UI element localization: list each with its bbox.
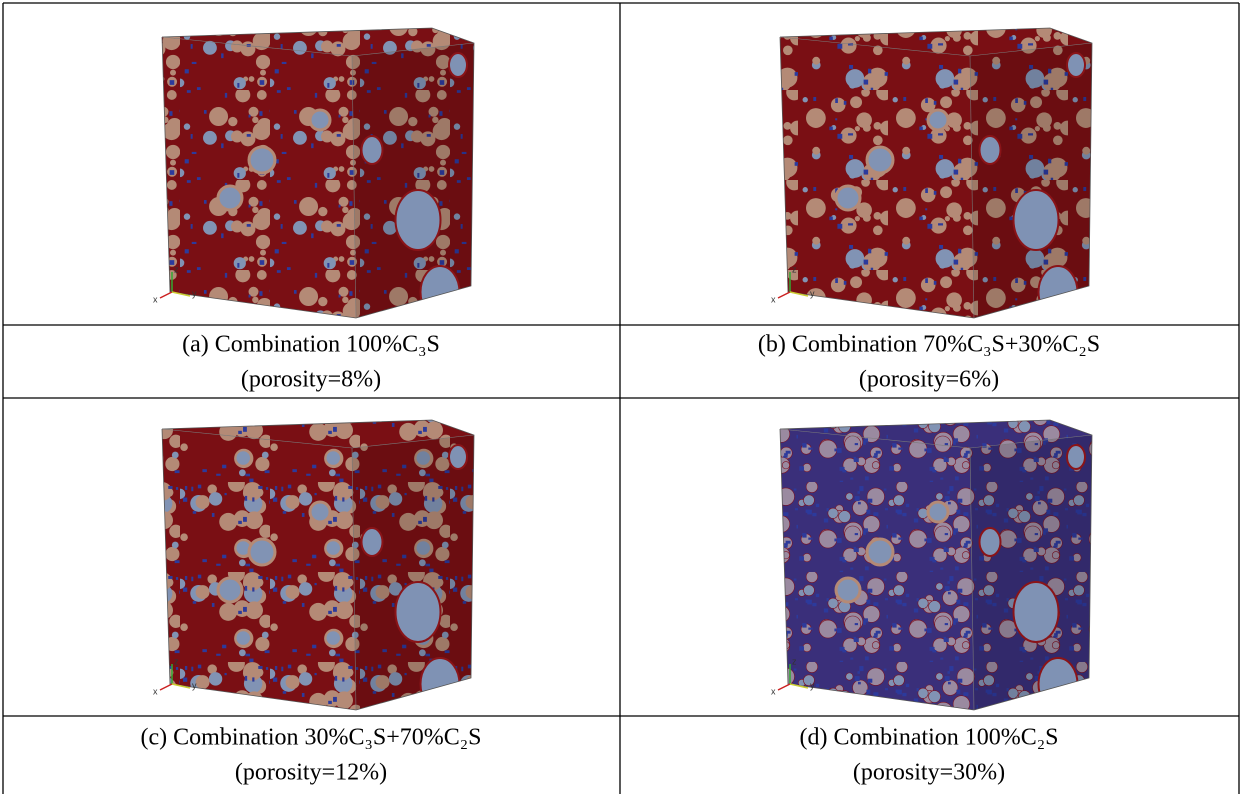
particle (867, 147, 893, 173)
particle (980, 528, 1001, 556)
particle (1067, 445, 1085, 469)
caption-porosity: (porosity=12%) (235, 760, 387, 786)
figure-table: z x y z x y z x y z x y (a) Combination 100%C₃S (po… (0, 0, 1245, 794)
axis-label: x (153, 294, 158, 304)
particle (1039, 658, 1078, 710)
particle (449, 445, 467, 469)
cube-image: z x y (153, 420, 474, 710)
particle (928, 502, 948, 522)
cube-front (780, 37, 974, 318)
particle (249, 147, 275, 173)
particle (980, 136, 1001, 164)
axis-label: z (174, 264, 179, 274)
particle (867, 539, 893, 565)
particle (1014, 190, 1059, 250)
particle (421, 658, 460, 710)
cube-image: z x y (153, 28, 474, 318)
caption: (c) Combination 30%C₃S+70%C₂S (141, 725, 482, 751)
axis-label: z (792, 264, 797, 274)
particle (362, 136, 383, 164)
axis-label: y (810, 288, 815, 298)
axis-label: x (771, 294, 776, 304)
cube-image: z x y (771, 420, 1092, 710)
particle (836, 186, 860, 210)
cube-front (780, 429, 974, 710)
particle (449, 53, 467, 77)
particle (310, 502, 330, 522)
caption: (d) Combination 100%C₂S (799, 725, 1058, 751)
particle (421, 266, 460, 318)
particle (836, 578, 860, 602)
axis-label: y (810, 680, 815, 690)
axis-x (160, 292, 172, 298)
caption: (a) Combination 100%C₃S (182, 332, 440, 358)
axis-label: y (192, 680, 197, 690)
particle (310, 110, 330, 130)
page: {"figure": { "axis_labels": ["z", "x", "… (0, 0, 1245, 794)
cube-image: z x y (771, 28, 1092, 318)
axis-label: z (792, 656, 797, 666)
particle (1014, 582, 1059, 642)
axis-x (160, 684, 172, 690)
particle (396, 190, 441, 250)
particle (1067, 53, 1085, 77)
axis-label: x (771, 686, 776, 696)
axis-label: z (174, 656, 179, 666)
axis-x (778, 684, 790, 690)
axis-label: y (192, 288, 197, 298)
particle (249, 539, 275, 565)
caption: (b) Combination 70%C₃S+30%C₂S (758, 332, 1100, 358)
caption-porosity: (porosity=8%) (241, 367, 381, 393)
particle (1039, 266, 1078, 318)
cube-front (162, 37, 356, 318)
caption-porosity: (porosity=30%) (853, 760, 1005, 786)
particle (362, 528, 383, 556)
particle (218, 186, 242, 210)
cube-front (162, 429, 356, 710)
axis-x (778, 292, 790, 298)
particle (396, 582, 441, 642)
particle (218, 578, 242, 602)
caption-porosity: (porosity=6%) (859, 367, 999, 393)
particle (928, 110, 948, 130)
axis-label: x (153, 686, 158, 696)
